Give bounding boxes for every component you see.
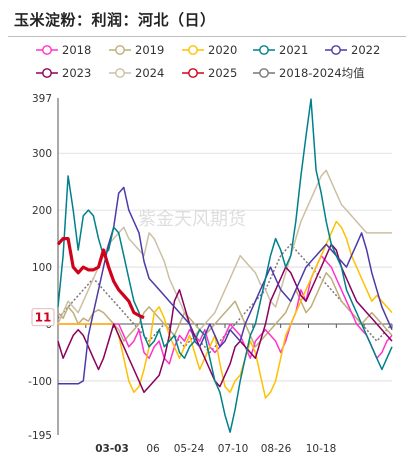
y-tick-label: 200 xyxy=(32,205,52,217)
series-line-2024 xyxy=(57,169,392,337)
legend-item[interactable]: 2020 xyxy=(182,43,237,57)
legend-item[interactable]: 2021 xyxy=(253,43,308,57)
legend-marker xyxy=(259,45,269,55)
x-tick-label: 07-10 xyxy=(218,443,249,455)
legend-label: 2024 xyxy=(135,66,164,80)
legend-label: 2025 xyxy=(208,66,237,80)
series-line-2025 xyxy=(56,237,145,320)
legend-label: 2018 xyxy=(62,43,91,57)
legend-marker xyxy=(115,45,125,55)
legend-label: 2020 xyxy=(208,43,237,57)
legend-label: 2023 xyxy=(62,66,91,80)
series-line-2023 xyxy=(57,243,393,394)
x-tick-label: 08-26 xyxy=(261,443,292,455)
legend-label: 2021 xyxy=(279,43,308,57)
legend-marker xyxy=(115,68,125,78)
axis-labels: 3973002001000-100-19503-030605-2407-1008… xyxy=(28,93,336,455)
series-layer xyxy=(56,98,393,433)
legend-marker xyxy=(42,45,52,55)
y-tick-label: 100 xyxy=(32,262,52,274)
current-value-label: 11 xyxy=(35,311,52,325)
legend-label: 2022 xyxy=(351,43,380,57)
legend-label: 2019 xyxy=(135,43,164,57)
title-divider xyxy=(8,36,406,37)
series-line-2021 xyxy=(57,98,393,433)
x-tick-label: 03-03 xyxy=(95,443,129,455)
legend-item[interactable]: 2022 xyxy=(325,43,380,57)
chart-title: 玉米淀粉：利润：河北（日） xyxy=(14,11,216,29)
legend-item[interactable]: 2023 xyxy=(36,66,91,80)
current-value-box xyxy=(31,308,55,327)
legend-item[interactable]: 2025 xyxy=(182,66,237,80)
legend-marker xyxy=(188,68,198,78)
legend: 2018 2019 2020 2021 2022 2023 2024 2025 2018-202… xyxy=(36,43,380,80)
legend-label: 2018-2024均值 xyxy=(279,66,365,80)
legend-item[interactable]: 2018-2024均值 xyxy=(253,66,365,80)
x-tick-label: 10-18 xyxy=(306,443,337,455)
legend-marker xyxy=(259,68,269,78)
y-tick-label: 397 xyxy=(32,93,52,105)
x-tick-label: 05-24 xyxy=(174,443,205,455)
legend-item[interactable]: 2019 xyxy=(109,43,164,57)
x-tick-label: 06 xyxy=(146,443,160,455)
legend-item[interactable]: 2018 xyxy=(36,43,91,57)
legend-marker xyxy=(42,68,52,78)
y-tick-label: -195 xyxy=(28,430,52,442)
y-tick-label: -100 xyxy=(28,376,52,388)
watermark: 紫金天风期货 xyxy=(138,209,246,230)
legend-marker xyxy=(331,45,341,55)
series-line-2018-2024均值 xyxy=(57,243,393,354)
y-tick-label: 300 xyxy=(32,148,52,160)
legend-marker xyxy=(188,45,198,55)
legend-item[interactable]: 2024 xyxy=(109,66,164,80)
